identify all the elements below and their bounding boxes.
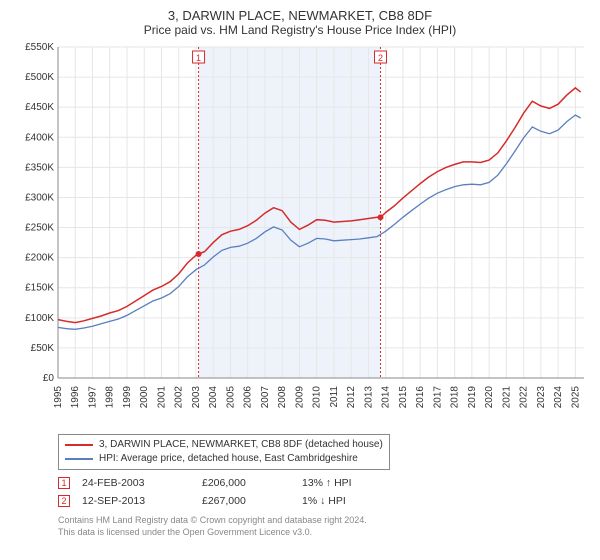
legend-swatch-icon bbox=[65, 444, 93, 446]
svg-text:2010: 2010 bbox=[312, 386, 323, 409]
svg-text:2001: 2001 bbox=[156, 386, 167, 409]
event-date: 24-FEB-2003 bbox=[82, 477, 202, 489]
event-marker-icon: 2 bbox=[58, 495, 70, 507]
svg-text:2023: 2023 bbox=[536, 386, 547, 409]
event-price: £267,000 bbox=[202, 495, 302, 507]
svg-text:2021: 2021 bbox=[501, 386, 512, 409]
svg-text:2012: 2012 bbox=[346, 386, 357, 409]
svg-text:2004: 2004 bbox=[208, 386, 219, 409]
svg-text:2018: 2018 bbox=[450, 386, 461, 409]
svg-text:2020: 2020 bbox=[484, 386, 495, 409]
svg-text:2007: 2007 bbox=[260, 386, 271, 409]
svg-text:£350K: £350K bbox=[25, 162, 54, 173]
legend-item-hpi: HPI: Average price, detached house, East… bbox=[65, 452, 383, 466]
svg-text:2022: 2022 bbox=[519, 386, 530, 409]
svg-text:1997: 1997 bbox=[87, 386, 98, 409]
svg-text:2006: 2006 bbox=[243, 386, 254, 409]
event-price: £206,000 bbox=[202, 477, 302, 489]
event-marker-icon: 1 bbox=[58, 477, 70, 489]
legend-item-price-paid: 3, DARWIN PLACE, NEWMARKET, CB8 8DF (det… bbox=[65, 438, 383, 452]
svg-text:2019: 2019 bbox=[467, 386, 478, 409]
svg-text:2: 2 bbox=[378, 53, 383, 63]
svg-text:£500K: £500K bbox=[25, 72, 54, 83]
event-row: 1 24-FEB-2003£206,00013% ↑ HPI bbox=[58, 474, 590, 492]
svg-text:2003: 2003 bbox=[191, 386, 202, 409]
svg-text:2002: 2002 bbox=[174, 386, 185, 409]
event-row: 2 12-SEP-2013£267,0001% ↓ HPI bbox=[58, 492, 590, 510]
legend: 3, DARWIN PLACE, NEWMARKET, CB8 8DF (det… bbox=[58, 434, 390, 470]
page-title: 3, DARWIN PLACE, NEWMARKET, CB8 8DF bbox=[10, 8, 590, 23]
svg-text:2024: 2024 bbox=[553, 386, 564, 409]
svg-text:1: 1 bbox=[196, 53, 201, 63]
svg-text:£400K: £400K bbox=[25, 132, 54, 143]
svg-text:2025: 2025 bbox=[570, 386, 581, 409]
event-hpi: 13% ↑ HPI bbox=[302, 477, 402, 489]
svg-text:1999: 1999 bbox=[122, 386, 133, 409]
svg-text:2000: 2000 bbox=[139, 386, 150, 409]
svg-text:2005: 2005 bbox=[225, 386, 236, 409]
svg-text:1998: 1998 bbox=[105, 386, 116, 409]
svg-text:2015: 2015 bbox=[398, 386, 409, 409]
license-text: Contains HM Land Registry data © Crown c… bbox=[58, 514, 590, 538]
svg-text:2017: 2017 bbox=[432, 386, 443, 409]
svg-text:£0: £0 bbox=[43, 373, 55, 384]
svg-text:2013: 2013 bbox=[363, 386, 374, 409]
price-chart: £0 £50K £100K £150K £200K £250K £300K £350K £400… bbox=[10, 43, 590, 428]
svg-text:2009: 2009 bbox=[294, 386, 305, 409]
event-list: 1 24-FEB-2003£206,00013% ↑ HPI 2 12-SEP-201… bbox=[58, 474, 590, 510]
svg-text:1995: 1995 bbox=[53, 386, 64, 409]
svg-text:2011: 2011 bbox=[329, 386, 340, 408]
svg-text:2008: 2008 bbox=[277, 386, 288, 409]
svg-text:£100K: £100K bbox=[25, 313, 54, 324]
svg-text:£150K: £150K bbox=[25, 283, 54, 294]
page-subtitle: Price paid vs. HM Land Registry's House … bbox=[10, 23, 590, 37]
license-line: This data is licensed under the Open Gov… bbox=[58, 526, 590, 538]
svg-text:£300K: £300K bbox=[25, 192, 54, 203]
legend-label: 3, DARWIN PLACE, NEWMARKET, CB8 8DF (det… bbox=[99, 438, 383, 452]
svg-text:2016: 2016 bbox=[415, 386, 426, 409]
svg-text:£450K: £450K bbox=[25, 102, 54, 113]
license-line: Contains HM Land Registry data © Crown c… bbox=[58, 514, 590, 526]
event-hpi: 1% ↓ HPI bbox=[302, 495, 402, 507]
event-date: 12-SEP-2013 bbox=[82, 495, 202, 507]
legend-swatch-icon bbox=[65, 458, 93, 460]
svg-text:1996: 1996 bbox=[70, 386, 81, 409]
svg-text:£200K: £200K bbox=[25, 253, 54, 264]
svg-text:2014: 2014 bbox=[381, 386, 392, 409]
svg-text:£50K: £50K bbox=[31, 343, 55, 354]
svg-text:£550K: £550K bbox=[25, 43, 54, 53]
svg-text:£250K: £250K bbox=[25, 223, 54, 234]
legend-label: HPI: Average price, detached house, East… bbox=[99, 452, 358, 466]
